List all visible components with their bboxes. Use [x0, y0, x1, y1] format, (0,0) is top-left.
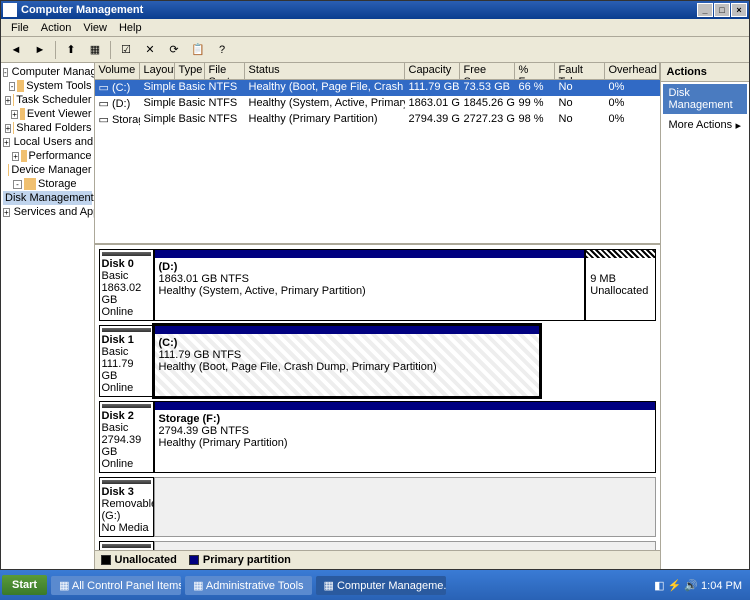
tree-item[interactable]: +Local Users and Groups: [3, 135, 92, 149]
system-tray[interactable]: ◧ ⚡ 🔊 1:04 PM: [648, 579, 748, 592]
actions-more[interactable]: More Actions ▸: [661, 116, 750, 135]
volume-row[interactable]: ▭ Storage (F:)SimpleBasicNTFSHealthy (Pr…: [95, 112, 660, 128]
legend-item: Unallocated: [101, 554, 177, 566]
export-button[interactable]: 📋: [187, 40, 209, 60]
tree-item[interactable]: Device Manager: [3, 163, 92, 177]
main-area: -Computer Management (Local)-System Tool…: [1, 63, 749, 569]
taskbar-item[interactable]: ▦ All Control Panel Items: [51, 576, 181, 595]
disk-row[interactable]: Disk 2Basic2794.39 GBOnlineStorage (F:)2…: [99, 401, 656, 473]
volume-table: Volume Layout Type File System Status Ca…: [95, 63, 660, 243]
actions-panel: Actions Disk Management More Actions ▸: [661, 63, 750, 569]
tree-item[interactable]: -Computer Management (Local): [3, 65, 92, 79]
properties-button[interactable]: ☑: [115, 40, 137, 60]
tree-item[interactable]: -System Tools: [3, 79, 92, 93]
volume-row[interactable]: ▭ (D:)SimpleBasicNTFSHealthy (System, Ac…: [95, 96, 660, 112]
minimize-button[interactable]: _: [697, 3, 713, 17]
partition[interactable]: (C:)111.79 GB NTFSHealthy (Boot, Page Fi…: [154, 325, 540, 397]
partition[interactable]: [540, 325, 656, 397]
center-panel: Volume Layout Type File System Status Ca…: [95, 63, 661, 569]
main-window: Computer Management _ □ × File Action Vi…: [0, 0, 750, 570]
partition[interactable]: Storage (F:)2794.39 GB NTFSHealthy (Prim…: [154, 401, 656, 473]
legend: Unallocated Primary partition: [95, 550, 660, 569]
toolbar: ◄ ► ⬆ ▦ ☑ ✕ ⟳ 📋 ?: [1, 37, 749, 63]
tree-item[interactable]: +Performance: [3, 149, 92, 163]
menubar: File Action View Help: [1, 19, 749, 37]
delete-button[interactable]: ✕: [139, 40, 161, 60]
close-button[interactable]: ×: [731, 3, 747, 17]
tree-item[interactable]: +Task Scheduler: [3, 93, 92, 107]
tree-item[interactable]: Disk Management: [3, 191, 92, 205]
menu-file[interactable]: File: [5, 20, 35, 36]
legend-item: Primary partition: [189, 554, 291, 566]
clock[interactable]: 1:04 PM: [701, 580, 742, 592]
disk-row[interactable]: Disk 4Removable (H:)No Media: [99, 541, 656, 550]
window-title: Computer Management: [21, 4, 143, 16]
volume-row[interactable]: ▭ (C:)SimpleBasicNTFSHealthy (Boot, Page…: [95, 80, 660, 96]
tray-icons[interactable]: ◧ ⚡ 🔊: [654, 580, 701, 592]
app-icon: [3, 3, 17, 17]
refresh-button[interactable]: ⟳: [163, 40, 185, 60]
tree-item[interactable]: +Services and Applications: [3, 205, 92, 219]
chevron-right-icon: ▸: [735, 119, 741, 132]
forward-button[interactable]: ►: [29, 40, 51, 60]
tree-item[interactable]: +Shared Folders: [3, 121, 92, 135]
taskbar-item[interactable]: ▦ Computer Manageme...: [316, 576, 446, 595]
disk-row[interactable]: Disk 3Removable (G:)No Media: [99, 477, 656, 537]
help-button[interactable]: ?: [211, 40, 233, 60]
up-button[interactable]: ⬆: [60, 40, 82, 60]
disk-row[interactable]: Disk 0Basic1863.02 GBOnline(D:)1863.01 G…: [99, 249, 656, 321]
taskbar[interactable]: Start ▦ All Control Panel Items▦ Adminis…: [0, 570, 750, 600]
start-button[interactable]: Start: [2, 575, 47, 595]
disk-row[interactable]: Disk 1Basic111.79 GBOnline(C:)111.79 GB …: [99, 325, 656, 397]
actions-section: Disk Management: [663, 84, 748, 114]
disk-panel[interactable]: Disk 0Basic1863.02 GBOnline(D:)1863.01 G…: [95, 243, 660, 550]
titlebar[interactable]: Computer Management _ □ ×: [1, 1, 749, 19]
partition[interactable]: (D:)1863.01 GB NTFSHealthy (System, Acti…: [154, 249, 586, 321]
back-button[interactable]: ◄: [5, 40, 27, 60]
tree-item[interactable]: -Storage: [3, 177, 92, 191]
menu-view[interactable]: View: [77, 20, 113, 36]
nav-tree[interactable]: -Computer Management (Local)-System Tool…: [1, 63, 95, 569]
volume-header[interactable]: Volume Layout Type File System Status Ca…: [95, 63, 660, 80]
actions-title: Actions: [661, 63, 750, 82]
taskbar-item[interactable]: ▦ Administrative Tools: [185, 576, 311, 595]
tree-item[interactable]: +Event Viewer: [3, 107, 92, 121]
menu-help[interactable]: Help: [113, 20, 148, 36]
maximize-button[interactable]: □: [714, 3, 730, 17]
partition[interactable]: 9 MBUnallocated: [585, 249, 655, 321]
menu-action[interactable]: Action: [35, 20, 78, 36]
show-hide-button[interactable]: ▦: [84, 40, 106, 60]
